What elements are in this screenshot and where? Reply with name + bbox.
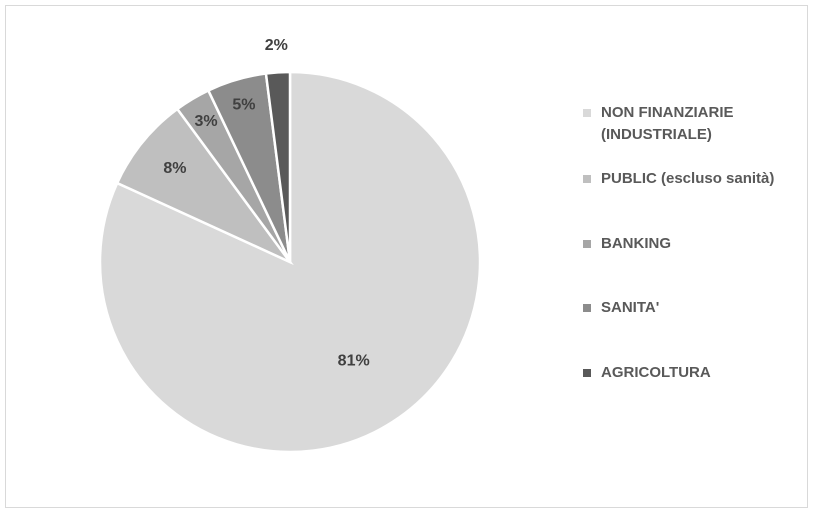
legend-label: BANKING: [601, 235, 671, 252]
legend-label: NON FINANZIARIE: [601, 104, 734, 121]
legend-item-agricoltura: AGRICOLTURA: [583, 362, 808, 384]
legend: NON FINANZIARIE (INDUSTRIALE) PUBLIC (es…: [583, 102, 808, 384]
legend-label: AGRICOLTURA: [601, 364, 711, 381]
pie-slice-agricoltura: [264, 70, 292, 263]
legend-item-non-finanziarie: NON FINANZIARIE (INDUSTRIALE): [583, 102, 808, 146]
data-label-non-finanziarie: 81%: [338, 352, 370, 369]
pie-slice-non-finanziarie: [98, 70, 482, 454]
legend-label-line2: (INDUSTRIALE): [601, 126, 712, 143]
legend-label: PUBLIC (escluso sanità): [601, 170, 775, 187]
legend-swatch-public: [583, 175, 591, 183]
legend-swatch-agricoltura: [583, 369, 591, 377]
legend-item-banking: BANKING: [583, 233, 808, 255]
data-label-sanita: 5%: [232, 96, 255, 113]
legend-item-public: PUBLIC (escluso sanità): [583, 168, 808, 190]
pie-labels: 81% 8% 3% 5% 2%: [163, 37, 369, 369]
pie-slice-public: [115, 107, 294, 266]
data-label-banking: 3%: [195, 113, 218, 130]
data-label-agricoltura: 2%: [265, 37, 288, 54]
legend-swatch-sanita: [583, 304, 591, 312]
legend-item-sanita: SANITA': [583, 297, 808, 319]
pie-slices: [98, 70, 482, 454]
legend-label: SANITA': [601, 299, 660, 316]
data-label-public: 8%: [163, 160, 186, 177]
legend-swatch-non-finanziarie: [583, 109, 591, 117]
legend-swatch-banking: [583, 240, 591, 248]
